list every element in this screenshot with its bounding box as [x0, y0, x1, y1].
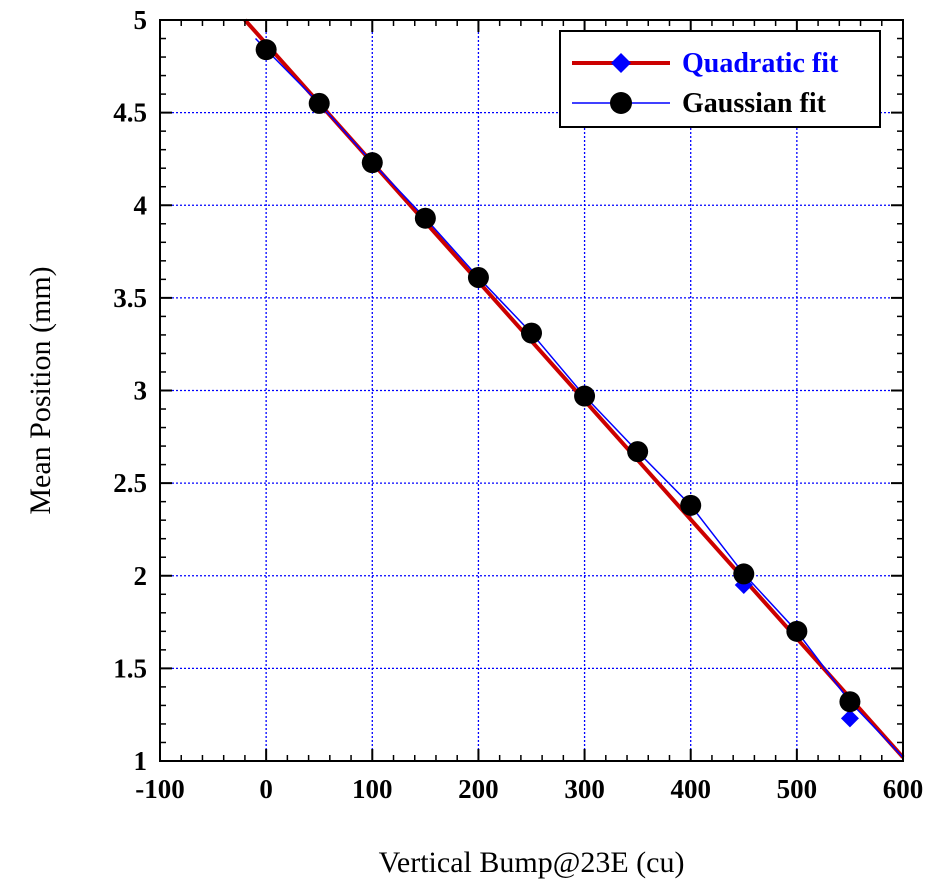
- gaussian-fit-point: [839, 691, 861, 713]
- x-tick-label: 200: [458, 774, 499, 804]
- x-tick-label: 0: [259, 774, 273, 804]
- gaussian-fit-point: [786, 620, 808, 642]
- fit-lines: [243, 18, 905, 759]
- y-tick-label: 4: [134, 190, 148, 220]
- markers: [255, 39, 861, 728]
- plot-frame: [159, 19, 904, 762]
- y-tick-label: 3.5: [113, 283, 147, 313]
- legend-label-gaussian: Gaussian fit: [682, 88, 827, 119]
- legend-marker-quadratic: [611, 53, 631, 73]
- legend-marker-gaussian: [610, 92, 632, 114]
- gaussian-fit-point: [627, 441, 649, 463]
- gaussian-fit-point: [308, 92, 330, 114]
- y-axis-title: Mean Position (mm): [24, 266, 57, 514]
- x-tick-label: 600: [883, 774, 924, 804]
- x-tick-label: -100: [135, 774, 185, 804]
- gaussian-fit-point: [680, 494, 702, 516]
- gaussian-fit-line: [254, 38, 904, 758]
- y-tick-label: 3: [134, 376, 148, 406]
- y-tick-label: 4.5: [113, 98, 147, 128]
- x-tick-label: 400: [670, 774, 711, 804]
- x-tick-label: 100: [352, 774, 393, 804]
- legend-label-quadratic: Quadratic fit: [682, 48, 839, 79]
- gaussian-fit-point: [361, 152, 383, 174]
- ticks: [159, 19, 904, 762]
- gaussian-fit-point: [574, 385, 596, 407]
- gaussian-fit-point: [414, 207, 436, 229]
- grid: [160, 20, 903, 761]
- x-axis-title: Vertical Bump@23E (cu): [379, 846, 685, 879]
- x-tick-label: 300: [564, 774, 605, 804]
- y-tick-label: 2.5: [113, 468, 147, 498]
- y-tick-label: 1.5: [113, 653, 147, 683]
- x-tick-label: 500: [777, 774, 818, 804]
- gaussian-fit-point: [733, 563, 755, 585]
- legend-box: [559, 30, 881, 128]
- legend: Quadratic fit Gaussian fit: [559, 30, 881, 128]
- tick-labels: -100 0 100 200 300 400 500 600 1 1.5 2 2.5 3 3.5 4 4.5 5: [113, 5, 923, 804]
- gaussian-fit-point: [255, 39, 277, 61]
- quadratic-fit-point: [840, 709, 859, 728]
- y-tick-label: 1: [134, 746, 148, 776]
- y-tick-label: 5: [134, 5, 148, 35]
- gaussian-fit-point: [467, 266, 489, 288]
- y-tick-label: 2: [134, 561, 148, 591]
- gaussian-fit-point: [521, 322, 542, 344]
